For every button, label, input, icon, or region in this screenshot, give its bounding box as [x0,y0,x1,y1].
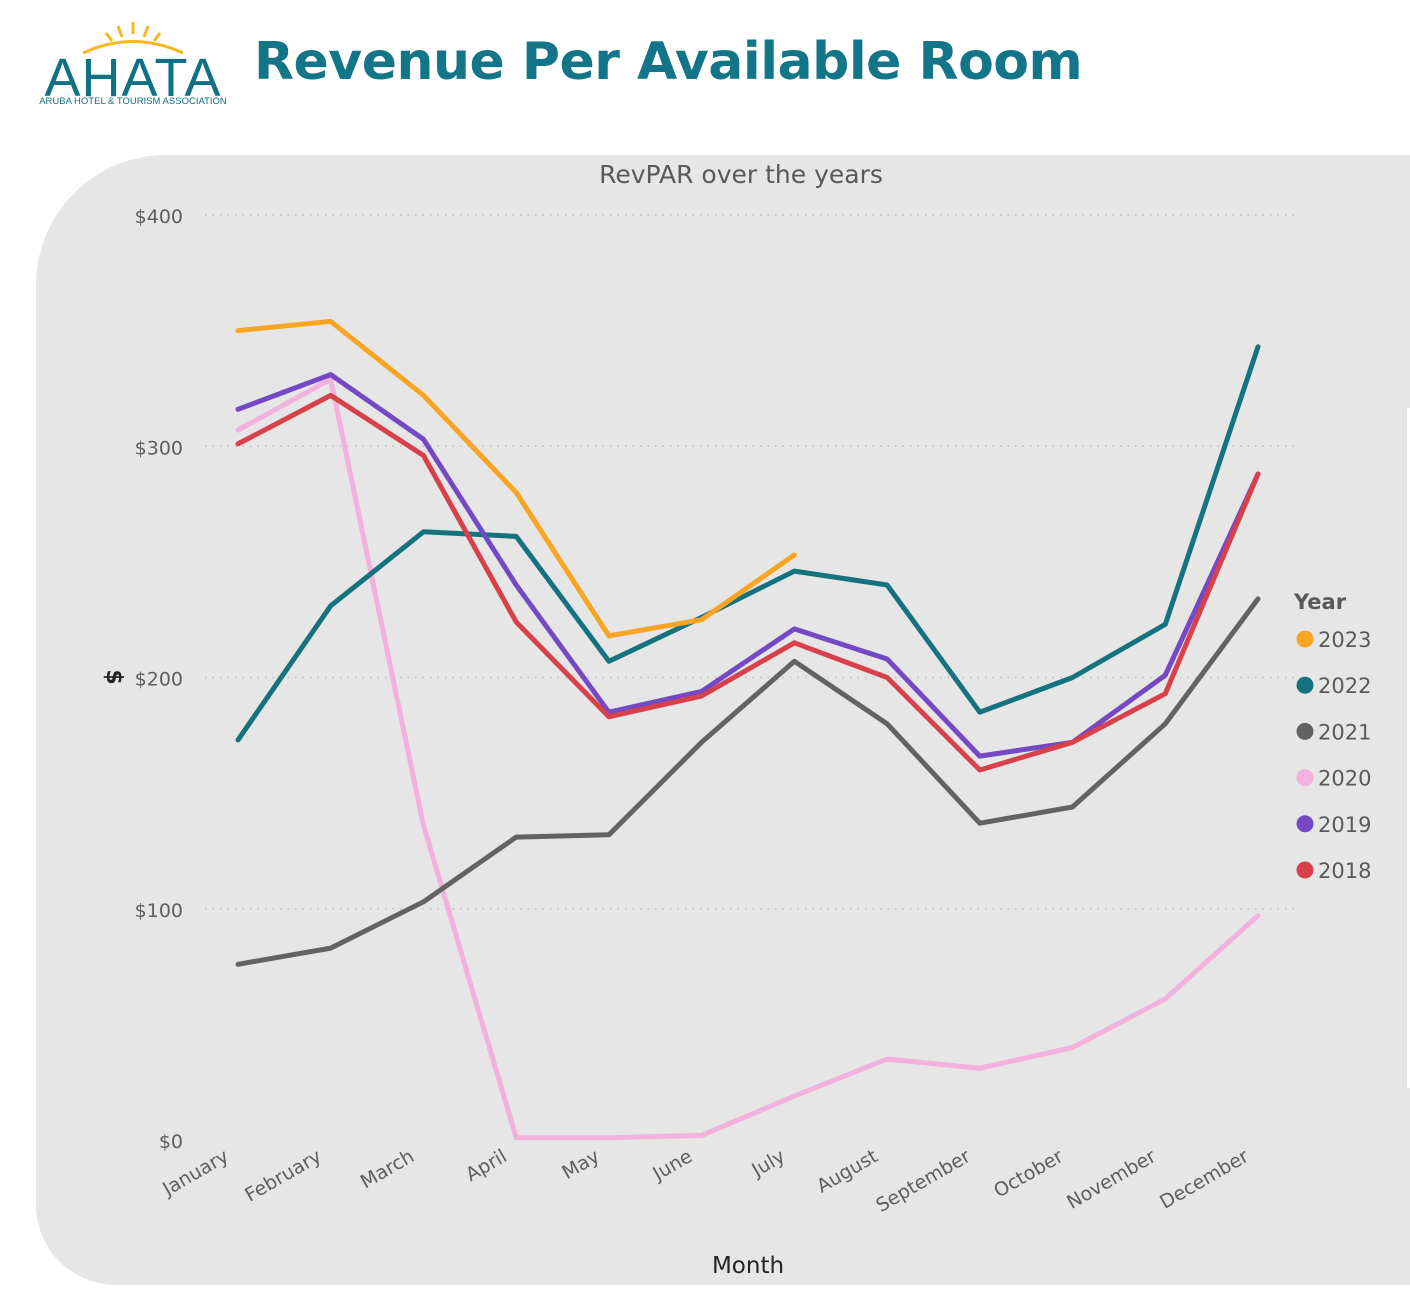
legend-marker [1296,630,1314,648]
series-lines [235,318,1261,1141]
chart-title: RevPAR over the years [599,160,883,189]
logo-wordmark: AHATA [44,48,222,108]
legend: 2023 2022 2021 2020 2019 2018 [1296,628,1372,883]
x-tick-label: June [648,1145,696,1185]
series-line-2018 [235,392,1261,773]
y-axis-label: $ [101,669,126,684]
y-tick-label: $200 [135,669,183,691]
x-tick-label: February [241,1145,325,1206]
gridlines [205,214,1295,910]
series-line-2023 [235,318,797,639]
y-tick-label: $400 [135,206,183,228]
y-axis-ticks: $0 $100 $200 $300 $400 [135,206,183,1153]
legend-title: Year [1293,590,1347,614]
legend-label: 2020 [1318,767,1371,791]
logo-subtitle: ARUBA HOTEL & TOURISM ASSOCIATION [39,96,227,107]
x-tick-label: July [747,1145,788,1182]
y-tick-label: $0 [159,1131,183,1153]
sun-icon [82,22,184,55]
legend-marker [1296,861,1314,879]
legend-label: 2018 [1318,859,1371,883]
y-tick-label: $100 [135,900,183,922]
legend-item-2021[interactable]: 2021 [1296,720,1372,744]
header: AHATA ARUBA HOTEL & TOURISM ASSOCIATION … [0,0,1410,140]
x-tick-label: May [558,1145,603,1184]
x-tick-label: October [990,1145,1067,1202]
legend-marker [1296,676,1314,694]
x-tick-label: December [1156,1145,1252,1213]
series-line-2022 [235,344,1261,743]
legend-item-2019[interactable]: 2019 [1296,813,1372,837]
legend-label: 2019 [1318,813,1371,837]
legend-label: 2022 [1318,674,1371,698]
legend-label: 2023 [1318,628,1371,652]
ahata-logo: AHATA ARUBA HOTEL & TOURISM ASSOCIATION [28,18,238,113]
legend-item-2022[interactable]: 2022 [1296,674,1372,698]
legend-item-2023[interactable]: 2023 [1296,628,1372,652]
x-tick-label: March [357,1145,418,1193]
y-tick-label: $300 [135,437,183,459]
series-line-2020 [235,376,1261,1141]
series-line-2021 [235,596,1261,967]
chart-panel [36,155,1410,1285]
x-axis-ticks: January February March April May June July Augu… [158,1145,1252,1217]
legend-marker [1296,722,1314,740]
legend-item-2020[interactable]: 2020 [1296,767,1372,791]
legend-marker [1296,769,1314,787]
x-tick-label: November [1063,1145,1160,1214]
x-axis-label: Month [712,1253,784,1279]
legend-label: 2021 [1318,720,1371,744]
panel-edge [1407,408,1410,1088]
x-tick-label: April [462,1145,511,1186]
x-tick-label: August [813,1145,882,1197]
series-line-2019 [235,372,1261,759]
legend-item-2018[interactable]: 2018 [1296,859,1372,883]
x-tick-label: September [872,1145,974,1217]
page-title: Revenue Per Available Room [254,32,1083,92]
x-tick-label: January [158,1145,232,1201]
legend-marker [1296,815,1314,833]
